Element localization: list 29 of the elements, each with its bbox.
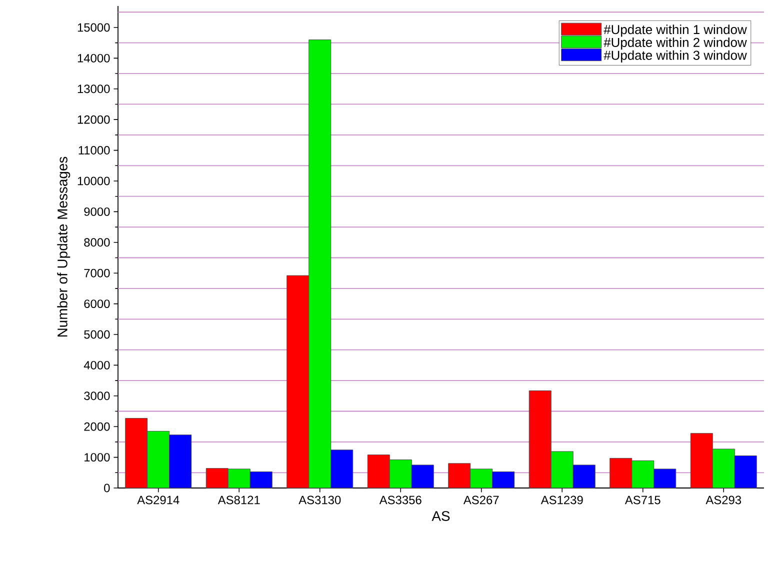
y-tick-label: 14000 bbox=[78, 54, 110, 62]
legend-label: #Update within 3 window bbox=[604, 50, 747, 62]
y-tick-label: 3000 bbox=[84, 392, 110, 400]
y-tick-label: 4000 bbox=[84, 360, 110, 370]
y-tick-label: 15000 bbox=[78, 23, 110, 32]
x-tick-label: AS8121 bbox=[218, 496, 260, 504]
y-tick-label: 2000 bbox=[84, 422, 110, 431]
x-tick-label: AS267 bbox=[463, 496, 499, 504]
y-tick-label: 9000 bbox=[84, 207, 110, 216]
y-tick-label: 7000 bbox=[84, 268, 110, 278]
y-tick-label: 5000 bbox=[84, 330, 110, 339]
y-tick-label: 13000 bbox=[78, 84, 110, 94]
y-tick-label: 8000 bbox=[84, 238, 110, 247]
y-tick-label: 6000 bbox=[84, 300, 110, 308]
y-tick-label: 1000 bbox=[84, 453, 110, 462]
x-tick-label: AS1239 bbox=[540, 496, 583, 504]
y-tick-label: 0 bbox=[104, 484, 110, 492]
y-tick-label: 10000 bbox=[78, 176, 110, 186]
x-axis-title: AS bbox=[432, 511, 450, 521]
x-tick-label: AS2914 bbox=[137, 496, 180, 504]
y-tick-label: 11000 bbox=[78, 146, 110, 155]
legend-label: #Update within 1 window bbox=[604, 24, 747, 37]
legend-label: #Update within 2 window bbox=[604, 38, 747, 50]
y-axis-title: Number of Update Messages bbox=[57, 156, 70, 337]
x-tick-label: AS3130 bbox=[298, 496, 341, 504]
x-tick-label: AS293 bbox=[706, 496, 742, 504]
y-tick-label: 12000 bbox=[78, 115, 110, 124]
x-tick-label: AS715 bbox=[624, 496, 660, 504]
x-tick-label: AS3356 bbox=[379, 496, 422, 504]
